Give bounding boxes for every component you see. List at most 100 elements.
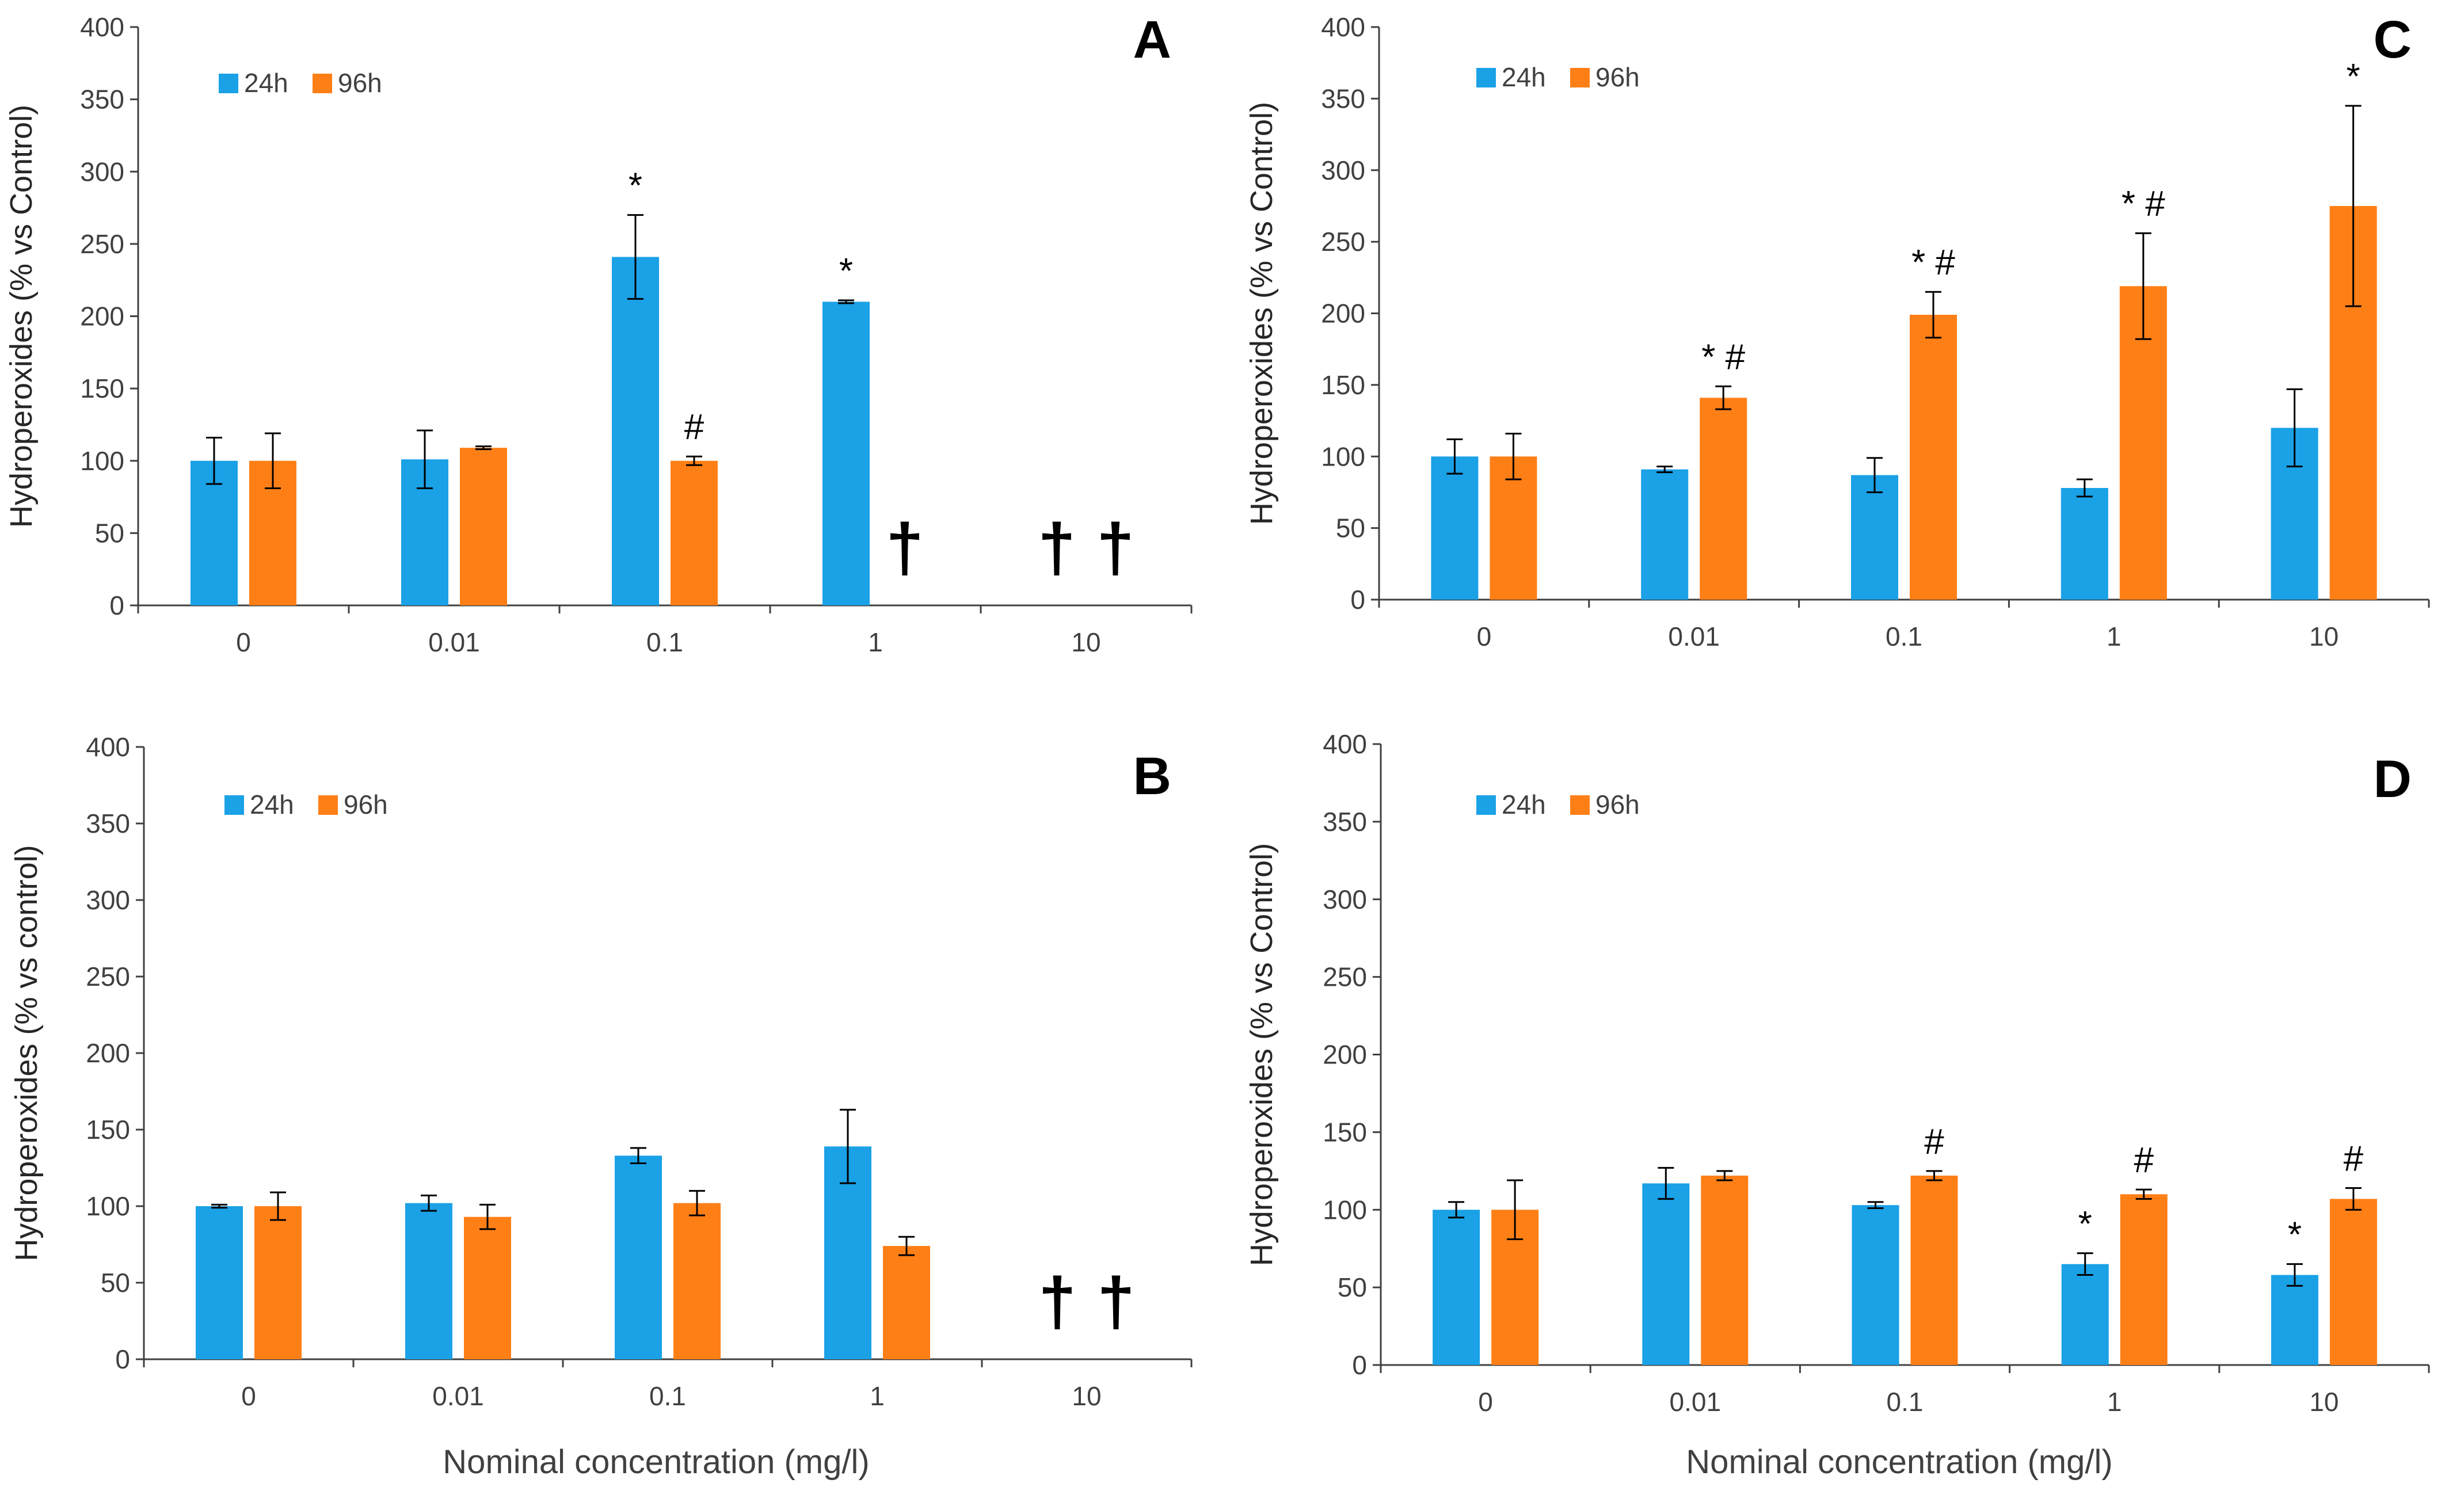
x-tick-label: 10	[2309, 1387, 2339, 1417]
y-tick-label: 300	[1323, 884, 1367, 914]
bar-24h	[1431, 456, 1479, 600]
bar-96h	[2329, 1199, 2377, 1365]
legend-swatch-96h	[1570, 68, 1590, 87]
significance-mark: #	[2134, 1141, 2154, 1180]
legend-swatch-24h	[224, 795, 244, 815]
bar-96h	[2120, 1194, 2168, 1365]
panel-letter: C	[2374, 10, 2412, 69]
significance-mark: *	[629, 166, 642, 206]
bar-96h	[1490, 456, 1537, 600]
bar-24h	[405, 1203, 452, 1359]
x-tick-label: 1	[2107, 622, 2122, 651]
bar-24h	[822, 302, 870, 605]
x-tick-label: 0	[241, 1381, 256, 1411]
x-tick-label: 0.1	[1886, 622, 1922, 651]
x-tick-label: 10	[1072, 1381, 1101, 1411]
legend-swatch-24h	[1476, 68, 1496, 87]
bar-24h	[1852, 1205, 1899, 1365]
x-axis-title-right: Nominal concentration (mg/l)	[1686, 1443, 2112, 1481]
significance-mark: *	[2347, 57, 2360, 97]
bar-96h	[1910, 1175, 1958, 1365]
y-axis-title: Hydroperoxides (% vs Control)	[1244, 843, 1279, 1266]
y-tick-label: 100	[80, 446, 124, 476]
y-axis-title: Hydroperoxides (% vs control)	[9, 845, 44, 1261]
x-tick-label: 0.1	[649, 1381, 686, 1411]
x-tick-label: 0	[1477, 622, 1492, 651]
legend-swatch-24h	[1476, 795, 1496, 815]
y-tick-label: 350	[1323, 807, 1367, 837]
bar-96h	[464, 1217, 511, 1359]
y-tick-label: 350	[86, 809, 130, 838]
significance-mark: *	[2288, 1215, 2302, 1255]
y-tick-label: 400	[1321, 12, 1365, 42]
y-tick-label: 0	[109, 590, 124, 620]
bar-24h	[1642, 1183, 1690, 1365]
panel-c: 0 50 100 150 200 250 300 350 400 0 0.01 0.1 1 10 Hydro…	[1244, 10, 2430, 651]
bar-96h	[1700, 398, 1747, 600]
legend-label-96h: 96h	[1595, 62, 1640, 92]
x-tick-label: 0	[1478, 1387, 1493, 1417]
bar-96h	[883, 1246, 930, 1359]
x-tick-label: 10	[2309, 622, 2339, 651]
legend-swatch-96h	[1570, 795, 1590, 815]
y-tick-label: 300	[1321, 155, 1365, 185]
significance-mark: #	[1924, 1122, 1944, 1162]
y-tick-label: 0	[115, 1344, 130, 1374]
y-tick-label: 0	[1352, 1350, 1367, 1380]
bar-24h	[615, 1156, 662, 1359]
panel-letter: A	[1133, 10, 1171, 69]
x-tick-label: 1	[2107, 1387, 2122, 1417]
x-tick-label: 1	[870, 1381, 885, 1411]
y-tick-label: 400	[86, 732, 130, 762]
legend-label-96h: 96h	[1595, 790, 1640, 819]
x-tick-label: 1	[868, 627, 883, 657]
bar-96h	[673, 1203, 721, 1359]
panel-d: 0 50 100 150 200 250 300 350 400 0 0.01 0.1 1 10 Hydro…	[1244, 729, 2430, 1417]
x-tick-label: 0	[236, 627, 251, 657]
bar-24h	[612, 257, 659, 605]
mortality-dagger: †	[1096, 510, 1134, 586]
y-tick-label: 50	[1336, 513, 1365, 543]
x-axis-title-left: Nominal concentration (mg/l)	[443, 1443, 869, 1481]
legend-label-96h: 96h	[344, 790, 388, 819]
legend-label-24h: 24h	[250, 790, 294, 819]
significance-mark: *	[2078, 1204, 2092, 1244]
y-tick-label: 200	[1321, 299, 1365, 329]
panel-letter: D	[2374, 750, 2412, 809]
y-tick-label: 300	[80, 157, 124, 186]
bar-24h	[191, 460, 238, 605]
legend-label-24h: 24h	[244, 68, 288, 98]
y-tick-label: 400	[1323, 729, 1367, 759]
y-tick-label: 300	[86, 885, 130, 915]
bar-24h	[2061, 487, 2108, 600]
mortality-dagger: †	[1038, 510, 1076, 586]
bar-96h	[1910, 314, 1957, 600]
bar-96h	[460, 448, 507, 605]
bar-24h	[1851, 475, 1898, 600]
y-tick-label: 250	[80, 229, 124, 259]
y-tick-label: 250	[1321, 227, 1365, 257]
bar-96h	[671, 460, 718, 605]
y-tick-label: 150	[80, 373, 124, 403]
legend-swatch-24h	[219, 74, 238, 93]
x-tick-label: 0.01	[432, 1381, 484, 1411]
y-tick-label: 150	[1323, 1117, 1367, 1147]
y-tick-label: 400	[80, 12, 124, 42]
significance-mark: * #	[1911, 243, 1955, 283]
panel-b: 0 50 100 150 200 250 300 350 400 0 0.01 0.1 1 10 Hydro…	[9, 732, 1193, 1411]
panel-letter: B	[1133, 747, 1171, 806]
legend-label-24h: 24h	[1502, 62, 1546, 92]
significance-mark: #	[2344, 1139, 2364, 1179]
y-tick-label: 250	[86, 962, 130, 992]
y-tick-label: 150	[1321, 370, 1365, 400]
y-tick-label: 0	[1350, 585, 1365, 615]
significance-mark: * #	[2122, 184, 2165, 224]
x-tick-label: 0.01	[428, 627, 480, 657]
bar-96h	[1701, 1175, 1749, 1365]
y-tick-label: 100	[1321, 441, 1365, 471]
legend-label-96h: 96h	[338, 68, 382, 98]
bar-24h	[1433, 1210, 1480, 1365]
y-tick-label: 50	[1338, 1272, 1367, 1302]
significance-mark: #	[684, 407, 704, 447]
